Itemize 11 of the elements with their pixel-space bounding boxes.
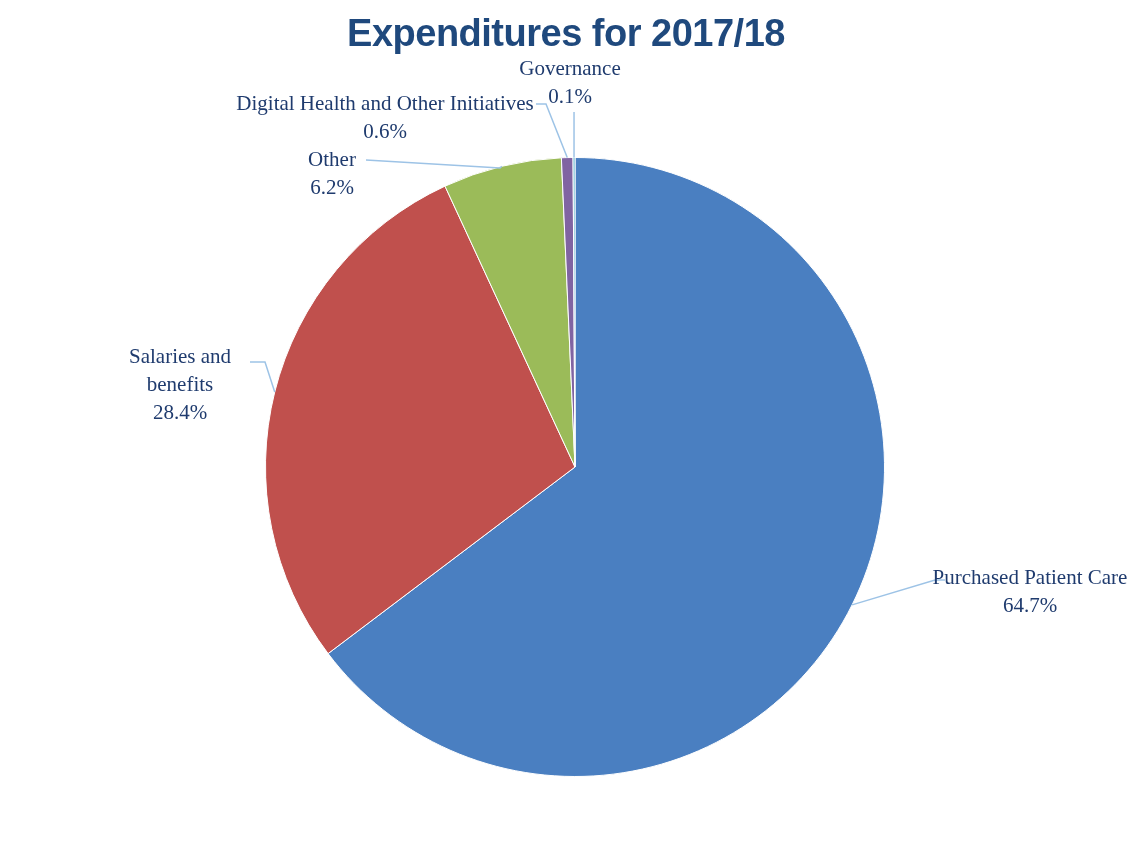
slice-label: Other: [308, 146, 356, 171]
chart-title: Expenditures for 2017/18: [346, 12, 786, 55]
data-label: 0.6%: [363, 118, 407, 143]
slice-label: Governance: [519, 55, 621, 80]
data-label: 6.2%: [310, 174, 354, 199]
data-label: 28.4%: [152, 399, 208, 424]
slice-label: Purchased Patient Care: [932, 564, 1128, 589]
data-label: 64.7%: [1002, 592, 1058, 617]
data-label: 0.1%: [548, 83, 592, 108]
slice-label: Digital Health and Other Initiatives: [236, 90, 534, 115]
slice-label: Salaries and benefits: [128, 343, 232, 396]
